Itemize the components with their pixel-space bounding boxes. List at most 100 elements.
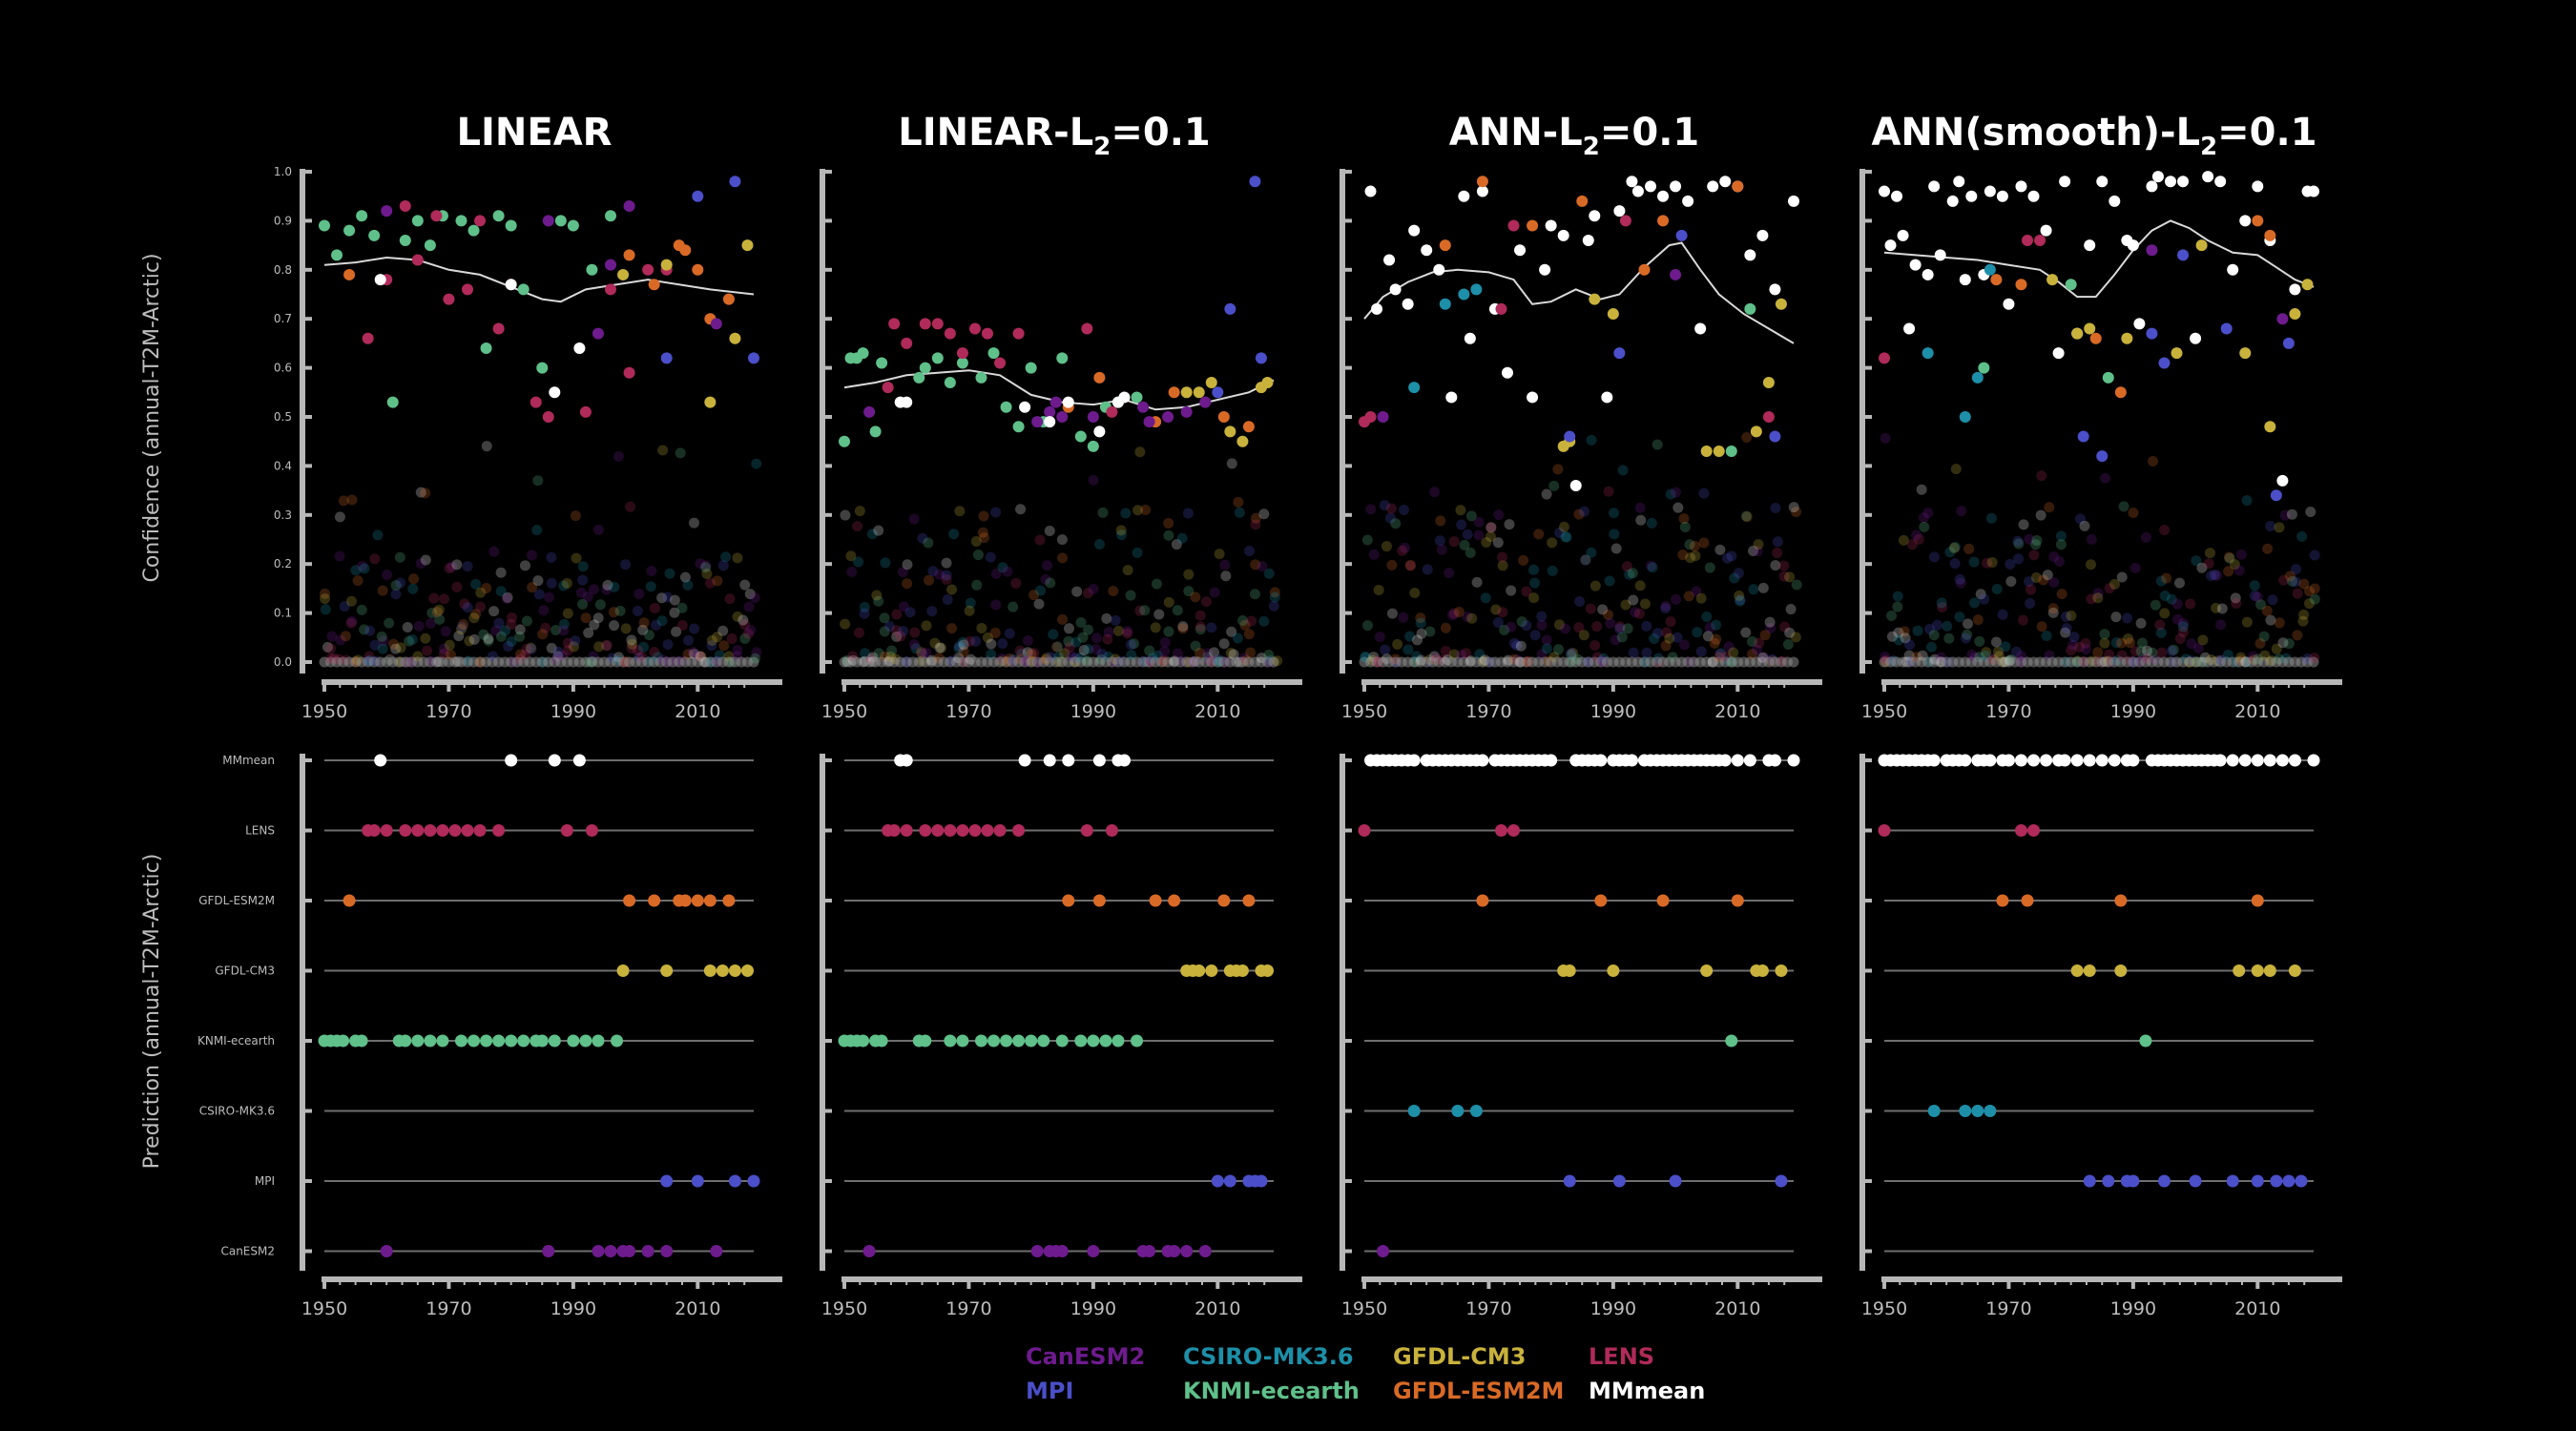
background-point — [453, 631, 465, 642]
prediction-point-csiro-mk3.6 — [1469, 1105, 1483, 1117]
background-point — [1249, 589, 1260, 600]
background-point — [700, 560, 712, 571]
prediction-point-lens — [560, 824, 573, 837]
confidence-point-lens — [882, 382, 894, 394]
background-point — [1916, 484, 1927, 495]
background-point — [2150, 599, 2161, 611]
background-point — [2252, 591, 2263, 603]
prediction-point-mmmean — [2002, 754, 2015, 767]
background-point — [2298, 578, 2310, 590]
background-point — [2215, 619, 2227, 631]
background-point — [404, 635, 415, 647]
confidence-point-knmi-ecearth — [1744, 302, 1756, 315]
background-point — [1747, 649, 1758, 660]
background-point — [916, 647, 927, 658]
background-point — [1373, 585, 1384, 596]
background-point — [1365, 504, 1377, 515]
prediction-point-mmmean — [1594, 754, 1608, 767]
background-point — [1399, 504, 1410, 515]
background-point — [1402, 644, 1414, 655]
background-point — [880, 557, 891, 569]
background-point — [1499, 624, 1510, 635]
prediction-point-gfdl-esm2m — [1242, 894, 1256, 907]
background-point — [468, 612, 480, 624]
background-point — [1633, 608, 1645, 619]
background-point — [2255, 599, 2267, 611]
background-point — [319, 588, 330, 599]
prediction-point-knmi-ecearth — [1131, 1034, 1144, 1047]
confidence-point-mpi — [2096, 450, 2109, 463]
background-point — [898, 601, 909, 612]
confidence-point-mmmean — [1445, 391, 1458, 404]
confidence-point-mmmean — [2040, 224, 2052, 237]
background-point — [1746, 635, 1757, 647]
confidence-point-canesm2 — [1049, 396, 1062, 408]
confidence-point-csiro-mk3.6 — [1959, 411, 1971, 423]
x-tick-label: 1990 — [1070, 701, 1116, 722]
background-point — [356, 604, 367, 615]
background-point — [1440, 622, 1451, 633]
background-point — [2205, 548, 2216, 559]
background-point — [1628, 647, 1639, 658]
background-point — [2038, 574, 2049, 586]
prediction-point-mmmean — [2288, 754, 2301, 767]
prediction-point-lens — [1080, 824, 1093, 837]
background-point — [1110, 614, 1121, 626]
confidence-point-knmi-ecearth — [1012, 421, 1025, 433]
background-point — [1429, 487, 1441, 498]
background-point — [1754, 637, 1765, 649]
confidence-point-knmi-ecearth — [1025, 362, 1037, 374]
background-point — [1390, 518, 1402, 529]
confidence-point-gfdl-cm3 — [660, 259, 673, 271]
confidence-point-knmi-ecearth — [975, 371, 987, 384]
background-point — [1506, 621, 1517, 633]
background-point — [1645, 560, 1656, 571]
confidence-point-mmmean — [1903, 322, 1916, 335]
confidence-point-knmi-ecearth — [1000, 401, 1012, 413]
confidence-point-gfdl-cm3 — [2301, 279, 2314, 291]
background-point — [1702, 631, 1714, 642]
prediction-point-lens — [1358, 824, 1371, 837]
background-point — [1578, 506, 1589, 517]
background-point — [1103, 626, 1114, 637]
background-point — [1201, 596, 1213, 608]
confidence-point-mmmean — [1996, 190, 2008, 202]
background-point — [2025, 598, 2036, 610]
confidence-point-gfdl-cm3 — [2239, 347, 2252, 360]
confidence-point-lens — [931, 318, 944, 330]
background-point — [1151, 578, 1162, 590]
background-point — [1091, 633, 1102, 644]
background-point — [1981, 647, 1992, 658]
prediction-point-knmi-ecearth — [974, 1034, 987, 1047]
background-point — [2155, 575, 2167, 587]
prediction-point-mmmean — [2238, 754, 2252, 767]
background-point — [979, 532, 990, 544]
prediction-point-gfdl-esm2m — [1149, 894, 1162, 907]
background-point — [1913, 533, 1924, 545]
background-point — [1695, 646, 1707, 657]
background-point — [2079, 520, 2090, 531]
background-point — [971, 579, 983, 591]
background-point — [2110, 612, 2122, 623]
background-point — [1374, 631, 1385, 642]
confidence-point-knmi-ecearth — [467, 224, 480, 237]
background-point — [1671, 593, 1682, 605]
prediction-point-lens — [473, 824, 487, 837]
y-tick-label: 0.5 — [274, 410, 292, 424]
confidence-point-knmi-ecearth — [399, 234, 411, 246]
background-point — [743, 601, 755, 612]
background-point — [1685, 552, 1696, 564]
background-point — [2265, 520, 2276, 531]
background-point — [1614, 623, 1626, 634]
confidence-point-gfdl-cm3 — [2121, 332, 2133, 344]
background-point — [1604, 575, 1615, 587]
background-point — [1715, 648, 1727, 659]
x-tick-label-bottom: 1990 — [2110, 1298, 2156, 1319]
prediction-point-knmi-ecearth — [337, 1034, 350, 1047]
background-point — [558, 625, 570, 636]
background-point — [1990, 636, 2002, 648]
background-point — [395, 577, 406, 589]
background-point — [1208, 647, 1219, 658]
background-point — [1244, 546, 1256, 557]
background-point — [1627, 568, 1638, 579]
